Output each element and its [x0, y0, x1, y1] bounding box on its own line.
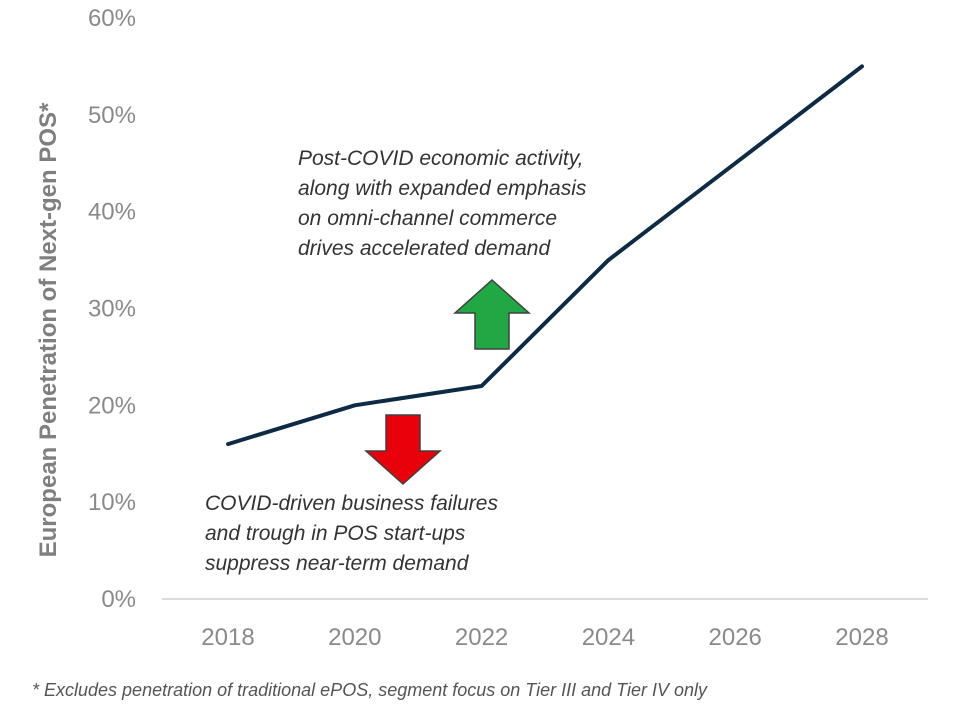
- downside-annotation-line-2: and trough in POS start-ups: [205, 522, 466, 545]
- y-tick-label: 10%: [88, 489, 136, 516]
- x-tick-label: 2018: [201, 624, 254, 651]
- y-tick-label: 20%: [88, 392, 136, 419]
- y-tick-label: 40%: [88, 199, 136, 226]
- downside-annotation: COVID-driven business failures and troug…: [205, 492, 504, 575]
- upside-annotation-line-4: drives accelerated demand: [298, 237, 551, 260]
- downside-annotation-line-3: suppress near-term demand: [205, 552, 470, 575]
- x-tick-label: 2024: [582, 624, 635, 651]
- upside-annotation: Post-COVID economic activity, along with…: [298, 147, 592, 260]
- footnote: * Excludes penetration of traditional eP…: [32, 680, 708, 700]
- y-tick-label: 30%: [88, 296, 136, 323]
- downside-annotation-line-1: COVID-driven business failures: [205, 492, 498, 515]
- up-arrow-icon: [453, 278, 531, 350]
- y-tick-label: 50%: [88, 102, 136, 129]
- upside-annotation-line-3: on omni-channel commerce: [298, 207, 557, 230]
- down-arrow-icon: [364, 414, 442, 486]
- x-tick-label: 2026: [709, 624, 762, 651]
- x-tick-label: 2020: [328, 624, 381, 651]
- x-tick-label: 2022: [455, 624, 508, 651]
- upside-annotation-line-2: along with expanded emphasis: [298, 177, 587, 200]
- x-tick-label: 2028: [835, 624, 888, 651]
- y-tick-label: 60%: [88, 5, 136, 32]
- series-line: [226, 64, 864, 447]
- upside-annotation-line-1: Post-COVID economic activity,: [298, 147, 584, 170]
- y-tick-label: 0%: [101, 586, 136, 613]
- y-axis-title: European Penetration of Next-gen POS*: [35, 102, 62, 557]
